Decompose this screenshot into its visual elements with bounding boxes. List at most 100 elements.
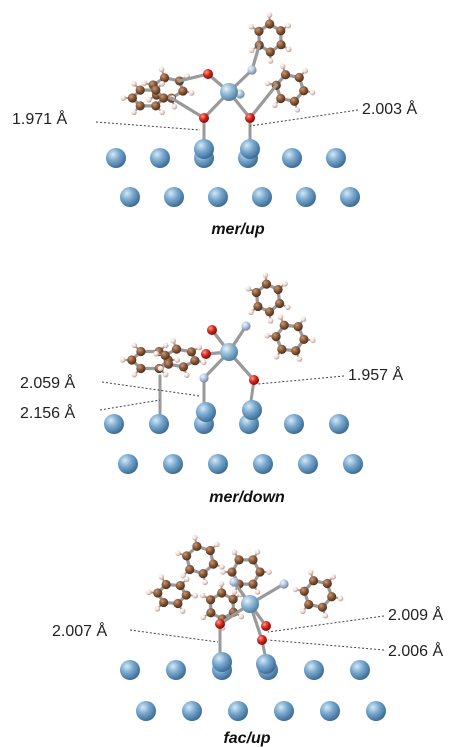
carbon-atom xyxy=(136,346,146,357)
hydrogen-atom xyxy=(141,80,148,86)
hydrogen-atom xyxy=(162,371,169,378)
substrate-atom xyxy=(253,454,273,474)
carbon-atom xyxy=(185,564,195,575)
hydrogen-atom xyxy=(266,569,272,575)
substrate-atom xyxy=(284,414,304,434)
carbon-atom xyxy=(127,93,137,103)
distance-label: 2.006 Å xyxy=(388,641,443,660)
hydrogen-atom xyxy=(200,359,207,366)
hydrogen-atom xyxy=(337,595,344,602)
substrate-atom xyxy=(164,187,184,207)
hydrogen-atom xyxy=(214,541,220,548)
metal-atom xyxy=(220,343,238,361)
substrate-atom xyxy=(196,402,216,422)
molecule-mer-up xyxy=(120,12,316,145)
carbon-atom xyxy=(273,284,283,295)
oxygen-atom xyxy=(199,113,209,123)
substrate-atom xyxy=(194,139,214,159)
metal-atom xyxy=(241,595,259,613)
hydrogen-atom xyxy=(199,592,206,599)
hydrogen-atom xyxy=(302,67,309,74)
hydrogen-atom xyxy=(299,608,306,615)
hydrogen-atom xyxy=(279,63,286,69)
hydrogen-atom xyxy=(277,314,284,320)
oxygen-atom xyxy=(257,635,267,645)
carbon-atom xyxy=(208,559,218,569)
carbon-atom xyxy=(217,588,227,598)
hydrogen-atom xyxy=(254,589,261,595)
carbon-atom xyxy=(299,86,309,96)
carbon-atom xyxy=(253,301,263,312)
hydrogen-atom xyxy=(196,344,203,351)
hydrogen-atom xyxy=(285,46,292,53)
carbon-atom xyxy=(251,287,261,298)
nitrogen-atom xyxy=(229,577,239,587)
oxygen-atom xyxy=(201,349,211,359)
hydrogen-atom xyxy=(200,614,207,621)
substrate-atom xyxy=(150,148,170,168)
oxygen-atom xyxy=(207,325,217,335)
carbon-atom xyxy=(299,586,309,596)
carbon-atom xyxy=(159,93,169,103)
hydrogen-atom xyxy=(292,586,299,593)
substrate-atom xyxy=(208,187,228,207)
substrate-atom xyxy=(242,400,262,420)
carbon-atom xyxy=(153,588,163,598)
leader-line xyxy=(99,399,161,411)
substrate-atom xyxy=(298,454,318,474)
distance-label: 2.007 Å xyxy=(52,621,107,640)
hydrogen-atom xyxy=(171,103,178,110)
hydrogen-atom xyxy=(170,337,177,344)
carbon-atom xyxy=(293,322,303,332)
substrate-atom xyxy=(166,660,186,680)
carbon-atom xyxy=(248,555,258,565)
carbon-atom xyxy=(171,344,182,354)
hydrogen-atom xyxy=(145,589,152,596)
hydrogen-atom xyxy=(330,573,337,580)
hydrogen-atom xyxy=(271,102,278,109)
carbon-atom xyxy=(304,599,314,610)
hydrogen-atom xyxy=(248,23,255,30)
carbon-atom xyxy=(291,346,301,356)
hydrogen-atom xyxy=(192,534,198,541)
carbon-atom xyxy=(173,598,183,609)
hydrogen-atom xyxy=(192,592,199,599)
hydrogen-atom xyxy=(188,90,195,96)
hydrogen-atom xyxy=(264,80,271,87)
carbon-atom xyxy=(161,579,171,590)
nitrogen-atom xyxy=(199,373,209,383)
substrate-atom xyxy=(343,454,363,474)
substrate-atom xyxy=(252,187,272,207)
substrate-atom xyxy=(329,414,349,434)
substrate-atom xyxy=(320,701,340,721)
hydrogen-atom xyxy=(322,613,329,619)
oxygen-atom xyxy=(249,375,259,385)
hydrogen-atom xyxy=(158,574,165,580)
carbon-atom xyxy=(206,608,216,618)
substrate-atom xyxy=(296,187,316,207)
hydrogen-atom xyxy=(158,66,165,73)
hydrogen-atom xyxy=(183,372,190,379)
hydrogen-atom xyxy=(248,47,255,54)
hydrogen-atom xyxy=(294,107,301,113)
hydrogen-atom xyxy=(285,22,292,29)
carbon-atom xyxy=(159,597,169,608)
carbon-atom xyxy=(186,347,197,357)
hydrogen-atom xyxy=(238,613,245,620)
carbon-atom xyxy=(317,602,328,612)
bond xyxy=(248,83,278,120)
carbon-atom xyxy=(182,551,192,561)
hydrogen-atom xyxy=(309,89,316,96)
hydrogen-atom xyxy=(120,357,126,363)
substrate-atom xyxy=(366,701,386,721)
substrate-atom xyxy=(149,414,169,434)
panel-caption: mer/down xyxy=(209,489,285,506)
hydrogen-atom xyxy=(219,563,225,570)
hydrogen-atom xyxy=(131,342,138,349)
hydrogen-atom xyxy=(120,95,127,101)
panel-caption: mer/up xyxy=(211,221,265,238)
carbon-atom xyxy=(192,541,202,551)
hydrogen-atom xyxy=(202,579,208,586)
nitrogen-atom xyxy=(241,321,251,331)
substrate-mer-down xyxy=(104,400,363,474)
